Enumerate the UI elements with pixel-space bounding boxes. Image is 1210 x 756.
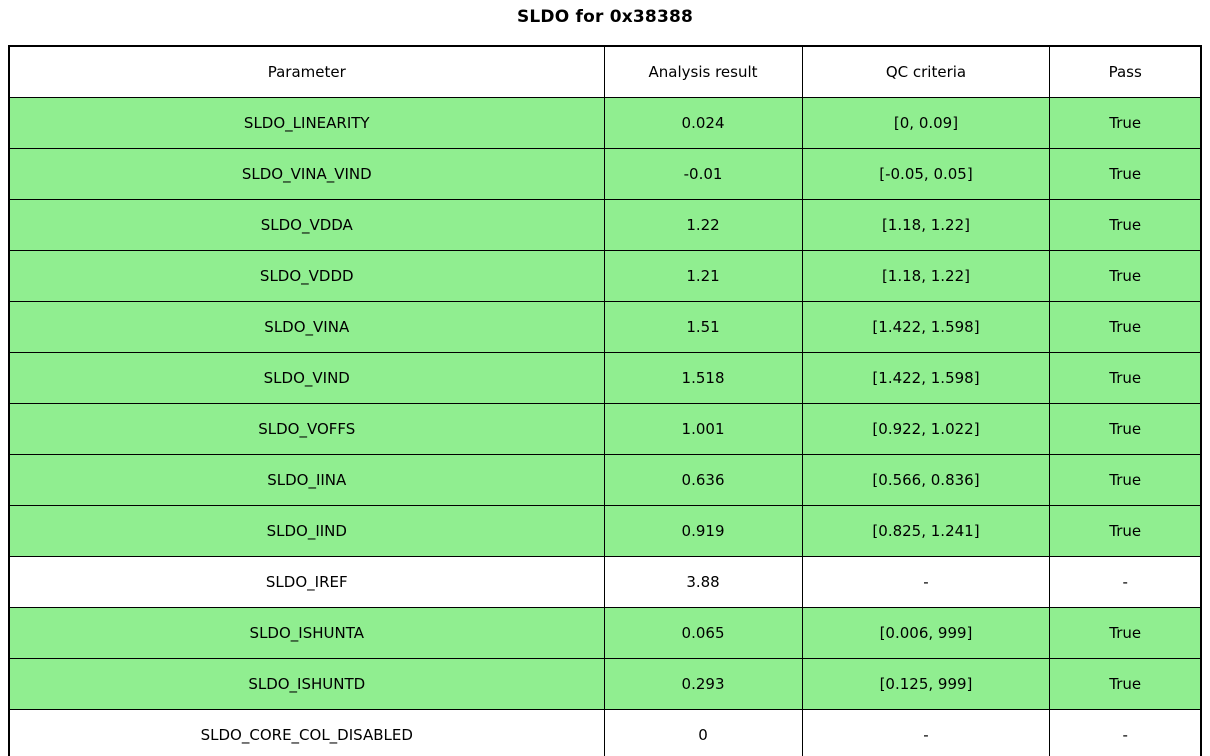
qc-criteria-cell: [1.18, 1.22] bbox=[801, 250, 1051, 302]
pass-cell: True bbox=[1049, 505, 1202, 557]
qc-criteria-cell: [1.422, 1.598] bbox=[801, 352, 1051, 404]
parameter-cell: SLDO_IREF bbox=[8, 556, 605, 608]
pass-cell: - bbox=[1049, 709, 1202, 756]
analysis-result-cell: 0.065 bbox=[603, 607, 803, 659]
analysis-result-cell: 1.22 bbox=[603, 199, 803, 251]
table-body: SLDO_LINEARITY 0.024 [0, 0.09] True SLDO… bbox=[8, 97, 1202, 756]
parameter-cell: SLDO_VINA_VIND bbox=[8, 148, 605, 200]
qc-criteria-cell: [1.18, 1.22] bbox=[801, 199, 1051, 251]
table-row: SLDO_ISHUNTA 0.065 [0.006, 999] True bbox=[8, 607, 1202, 659]
pass-cell: True bbox=[1049, 454, 1202, 506]
analysis-result-cell: 1.51 bbox=[603, 301, 803, 353]
page-title: SLDO for 0x38388 bbox=[516, 7, 694, 27]
parameter-cell: SLDO_VOFFS bbox=[8, 403, 605, 455]
analysis-result-cell: -0.01 bbox=[603, 148, 803, 200]
analysis-result-cell: 3.88 bbox=[603, 556, 803, 608]
parameter-cell: SLDO_ISHUNTA bbox=[8, 607, 605, 659]
analysis-result-cell: 0.293 bbox=[603, 658, 803, 710]
table-row: SLDO_IIND 0.919 [0.825, 1.241] True bbox=[8, 505, 1202, 557]
qc-criteria-cell: [-0.05, 0.05] bbox=[801, 148, 1051, 200]
parameter-cell: SLDO_VIND bbox=[8, 352, 605, 404]
qc-criteria-cell: - bbox=[801, 556, 1051, 608]
parameter-cell: SLDO_VDDD bbox=[8, 250, 605, 302]
pass-cell: True bbox=[1049, 148, 1202, 200]
pass-cell: True bbox=[1049, 97, 1202, 149]
qc-criteria-cell: [0.825, 1.241] bbox=[801, 505, 1051, 557]
table-row: SLDO_VDDA 1.22 [1.18, 1.22] True bbox=[8, 199, 1202, 251]
column-header-pass: Pass bbox=[1049, 45, 1202, 98]
table-row: SLDO_IINA 0.636 [0.566, 0.836] True bbox=[8, 454, 1202, 506]
table-row: SLDO_VOFFS 1.001 [0.922, 1.022] True bbox=[8, 403, 1202, 455]
parameter-cell: SLDO_VDDA bbox=[8, 199, 605, 251]
qc-criteria-cell: [0.125, 999] bbox=[801, 658, 1051, 710]
parameter-cell: SLDO_ISHUNTD bbox=[8, 658, 605, 710]
qc-criteria-cell: [0.566, 0.836] bbox=[801, 454, 1051, 506]
qc-criteria-cell: [0.922, 1.022] bbox=[801, 403, 1051, 455]
parameter-cell: SLDO_LINEARITY bbox=[8, 97, 605, 149]
pass-cell: True bbox=[1049, 658, 1202, 710]
analysis-result-cell: 1.21 bbox=[603, 250, 803, 302]
analysis-result-cell: 0.636 bbox=[603, 454, 803, 506]
table-row: SLDO_VINA 1.51 [1.422, 1.598] True bbox=[8, 301, 1202, 353]
table-row: SLDO_LINEARITY 0.024 [0, 0.09] True bbox=[8, 97, 1202, 149]
qc-results-table: Parameter Analysis result QC criteria Pa… bbox=[8, 45, 1202, 756]
pass-cell: True bbox=[1049, 607, 1202, 659]
header-row: Parameter Analysis result QC criteria Pa… bbox=[8, 45, 1202, 98]
analysis-result-cell: 0 bbox=[603, 709, 803, 756]
parameter-cell: SLDO_VINA bbox=[8, 301, 605, 353]
table-row: SLDO_CORE_COL_DISABLED 0 - - bbox=[8, 709, 1202, 756]
pass-cell: True bbox=[1049, 301, 1202, 353]
table-row: SLDO_IREF 3.88 - - bbox=[8, 556, 1202, 608]
pass-cell: True bbox=[1049, 250, 1202, 302]
table-row: SLDO_VDDD 1.21 [1.18, 1.22] True bbox=[8, 250, 1202, 302]
qc-criteria-cell: - bbox=[801, 709, 1051, 756]
qc-criteria-cell: [0, 0.09] bbox=[801, 97, 1051, 149]
table-row: SLDO_VIND 1.518 [1.422, 1.598] True bbox=[8, 352, 1202, 404]
analysis-result-cell: 1.001 bbox=[603, 403, 803, 455]
pass-cell: - bbox=[1049, 556, 1202, 608]
table-header: Parameter Analysis result QC criteria Pa… bbox=[8, 45, 1202, 98]
analysis-result-cell: 0.024 bbox=[603, 97, 803, 149]
pass-cell: True bbox=[1049, 403, 1202, 455]
pass-cell: True bbox=[1049, 352, 1202, 404]
qc-criteria-cell: [0.006, 999] bbox=[801, 607, 1051, 659]
table-row: SLDO_ISHUNTD 0.293 [0.125, 999] True bbox=[8, 658, 1202, 710]
analysis-result-cell: 0.919 bbox=[603, 505, 803, 557]
column-header-parameter: Parameter bbox=[8, 45, 605, 98]
pass-cell: True bbox=[1049, 199, 1202, 251]
qc-criteria-cell: [1.422, 1.598] bbox=[801, 301, 1051, 353]
column-header-qc-criteria: QC criteria bbox=[801, 45, 1051, 98]
column-header-analysis-result: Analysis result bbox=[603, 45, 803, 98]
table-row: SLDO_VINA_VIND -0.01 [-0.05, 0.05] True bbox=[8, 148, 1202, 200]
parameter-cell: SLDO_CORE_COL_DISABLED bbox=[8, 709, 605, 756]
parameter-cell: SLDO_IINA bbox=[8, 454, 605, 506]
parameter-cell: SLDO_IIND bbox=[8, 505, 605, 557]
analysis-result-cell: 1.518 bbox=[603, 352, 803, 404]
